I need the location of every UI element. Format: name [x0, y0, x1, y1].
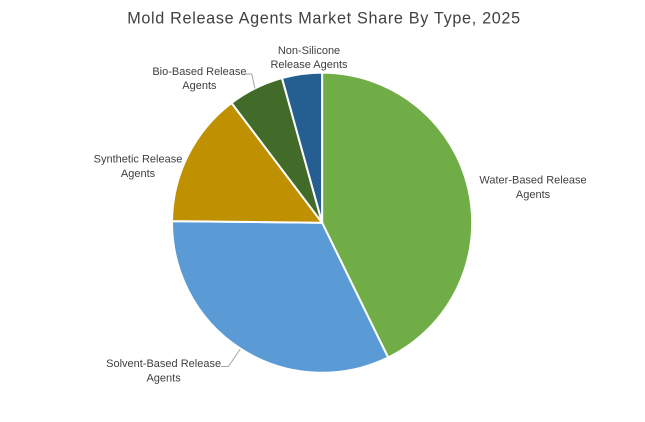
svg-text:Agents: Agents [182, 80, 217, 92]
svg-text:Agents: Agents [516, 189, 551, 201]
svg-text:Non-Silicone: Non-Silicone [278, 45, 340, 57]
svg-text:Agents: Agents [146, 373, 181, 385]
svg-text:Mold Release Agents Market Sha: Mold Release Agents Market Share By Type… [127, 10, 521, 28]
svg-text:Water-Based Release: Water-Based Release [479, 175, 586, 187]
svg-text:Solvent-Based Release: Solvent-Based Release [106, 358, 221, 370]
svg-text:Synthetic Release: Synthetic Release [94, 154, 183, 166]
svg-text:Agents: Agents [121, 168, 156, 180]
svg-text:Bio-Based Release: Bio-Based Release [152, 66, 246, 78]
svg-text:Release Agents: Release Agents [270, 59, 348, 71]
